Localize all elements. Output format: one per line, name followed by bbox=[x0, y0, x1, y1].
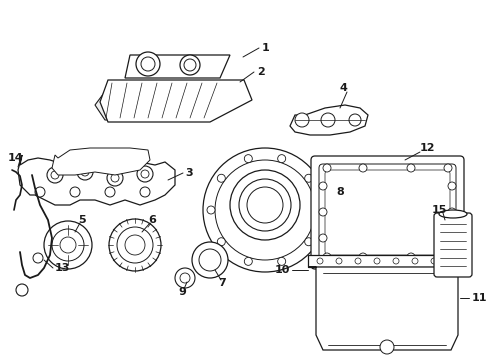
Circle shape bbox=[244, 257, 252, 265]
Text: 8: 8 bbox=[335, 187, 343, 197]
Circle shape bbox=[137, 166, 153, 182]
Circle shape bbox=[70, 187, 80, 197]
Circle shape bbox=[180, 273, 190, 283]
Circle shape bbox=[175, 268, 195, 288]
Text: 5: 5 bbox=[78, 215, 85, 225]
Text: 4: 4 bbox=[339, 83, 347, 93]
Circle shape bbox=[47, 167, 63, 183]
Circle shape bbox=[304, 174, 312, 182]
Circle shape bbox=[217, 174, 225, 182]
Circle shape bbox=[140, 187, 150, 197]
Circle shape bbox=[316, 258, 323, 264]
Ellipse shape bbox=[438, 210, 466, 218]
Text: 1: 1 bbox=[262, 43, 269, 53]
Circle shape bbox=[447, 182, 455, 190]
Text: 14: 14 bbox=[8, 153, 23, 163]
Polygon shape bbox=[289, 105, 367, 135]
Circle shape bbox=[52, 229, 84, 261]
Polygon shape bbox=[307, 267, 465, 350]
Polygon shape bbox=[125, 55, 229, 78]
Circle shape bbox=[206, 206, 215, 214]
Circle shape bbox=[430, 258, 436, 264]
Text: 2: 2 bbox=[257, 67, 264, 77]
Circle shape bbox=[323, 253, 330, 261]
Text: 13: 13 bbox=[55, 263, 70, 273]
Circle shape bbox=[77, 164, 93, 180]
Circle shape bbox=[44, 221, 92, 269]
Circle shape bbox=[318, 208, 326, 216]
Circle shape bbox=[304, 238, 312, 246]
Circle shape bbox=[60, 237, 76, 253]
Circle shape bbox=[294, 113, 308, 127]
Circle shape bbox=[318, 182, 326, 190]
Polygon shape bbox=[52, 148, 150, 175]
Circle shape bbox=[239, 179, 290, 231]
Circle shape bbox=[180, 55, 200, 75]
Circle shape bbox=[33, 253, 43, 263]
Circle shape bbox=[246, 187, 283, 223]
Circle shape bbox=[411, 258, 417, 264]
Circle shape bbox=[335, 258, 341, 264]
Circle shape bbox=[81, 168, 89, 176]
Circle shape bbox=[183, 59, 196, 71]
Circle shape bbox=[443, 164, 451, 172]
Text: 12: 12 bbox=[419, 143, 435, 153]
Circle shape bbox=[217, 238, 225, 246]
Circle shape bbox=[199, 249, 221, 271]
Polygon shape bbox=[100, 80, 251, 122]
Text: 7: 7 bbox=[218, 278, 225, 288]
Circle shape bbox=[141, 57, 155, 71]
Circle shape bbox=[318, 234, 326, 242]
Circle shape bbox=[51, 171, 59, 179]
Circle shape bbox=[277, 155, 285, 163]
Circle shape bbox=[447, 234, 455, 242]
Circle shape bbox=[141, 170, 149, 178]
Text: 9: 9 bbox=[178, 287, 185, 297]
Circle shape bbox=[447, 208, 455, 216]
Circle shape bbox=[109, 219, 161, 271]
Circle shape bbox=[358, 164, 366, 172]
Circle shape bbox=[215, 160, 314, 260]
Circle shape bbox=[16, 284, 28, 296]
Circle shape bbox=[379, 340, 393, 354]
Circle shape bbox=[392, 258, 398, 264]
Text: 6: 6 bbox=[148, 215, 156, 225]
Polygon shape bbox=[95, 85, 249, 120]
Circle shape bbox=[450, 258, 456, 264]
Text: 10: 10 bbox=[274, 265, 289, 275]
Circle shape bbox=[125, 235, 145, 255]
Circle shape bbox=[348, 114, 360, 126]
Circle shape bbox=[314, 206, 323, 214]
FancyBboxPatch shape bbox=[433, 213, 471, 277]
Polygon shape bbox=[307, 255, 465, 267]
Circle shape bbox=[111, 174, 119, 182]
Circle shape bbox=[320, 113, 334, 127]
Circle shape bbox=[244, 155, 252, 163]
Circle shape bbox=[373, 258, 379, 264]
Polygon shape bbox=[18, 155, 175, 205]
Circle shape bbox=[406, 253, 414, 261]
Circle shape bbox=[136, 52, 160, 76]
Text: 3: 3 bbox=[184, 168, 192, 178]
Circle shape bbox=[117, 227, 153, 263]
Circle shape bbox=[277, 257, 285, 265]
Circle shape bbox=[107, 170, 123, 186]
Text: 11: 11 bbox=[471, 293, 487, 303]
FancyBboxPatch shape bbox=[310, 156, 463, 269]
Circle shape bbox=[443, 253, 451, 261]
Text: 15: 15 bbox=[431, 205, 447, 215]
Circle shape bbox=[406, 164, 414, 172]
Circle shape bbox=[358, 253, 366, 261]
Circle shape bbox=[192, 242, 227, 278]
Circle shape bbox=[35, 187, 45, 197]
Circle shape bbox=[323, 164, 330, 172]
Circle shape bbox=[105, 187, 115, 197]
Circle shape bbox=[229, 170, 299, 240]
FancyBboxPatch shape bbox=[318, 164, 455, 261]
FancyBboxPatch shape bbox=[325, 170, 449, 255]
Circle shape bbox=[203, 148, 326, 272]
Circle shape bbox=[354, 258, 360, 264]
